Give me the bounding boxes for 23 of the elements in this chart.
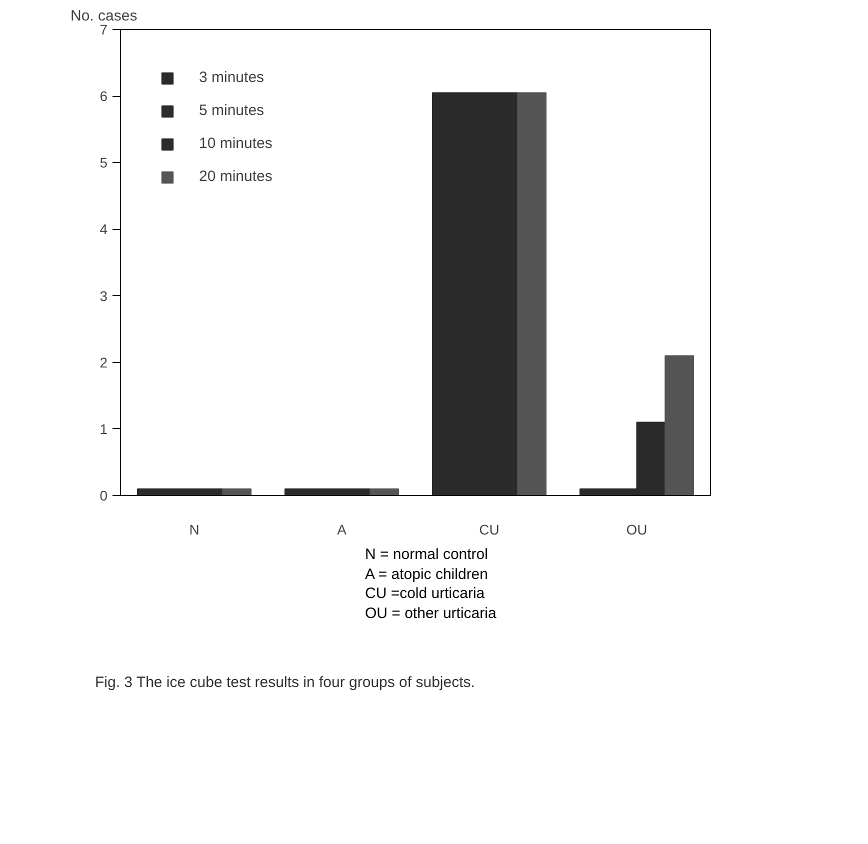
y-axis-title: No. cases bbox=[70, 8, 138, 24]
y-tick-label: 0 bbox=[100, 488, 108, 504]
y-tick-label: 4 bbox=[100, 221, 108, 238]
bar bbox=[370, 488, 400, 496]
y-tick-label: 1 bbox=[100, 420, 108, 437]
x-tick-label: N bbox=[189, 522, 200, 538]
y-tick-label: 3 bbox=[100, 288, 108, 304]
y-tick-label: 2 bbox=[100, 354, 108, 370]
x-tick-label: A bbox=[337, 522, 348, 538]
legend-label: 20 minutes bbox=[199, 168, 272, 185]
bar bbox=[664, 355, 694, 496]
caption: Fig. 3 The ice cube test results in four groups of subjects. bbox=[95, 673, 475, 692]
y-tick-label: 7 bbox=[100, 22, 108, 38]
legend-label: 10 minutes bbox=[199, 135, 272, 152]
x-tick-label: CU bbox=[479, 522, 500, 538]
text: N = normal control A = atopic children CU =cold urticaria OU = other urticaria bbox=[365, 545, 496, 623]
bar bbox=[517, 92, 547, 496]
y-tick-label: 6 bbox=[100, 88, 108, 104]
y-tick-label: 5 bbox=[100, 154, 108, 171]
legend-label: 5 minutes bbox=[199, 102, 264, 119]
bar bbox=[222, 488, 252, 496]
legend-label: 3 minutes bbox=[199, 69, 264, 86]
x-tick-label: OU bbox=[626, 522, 648, 538]
